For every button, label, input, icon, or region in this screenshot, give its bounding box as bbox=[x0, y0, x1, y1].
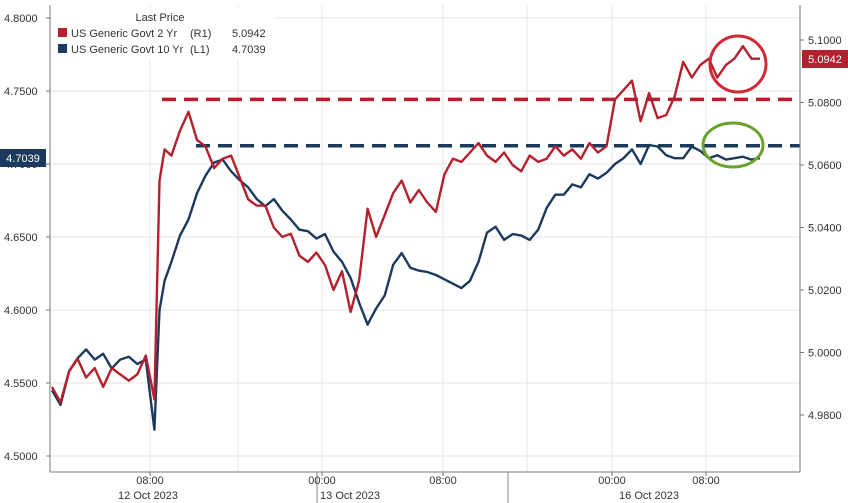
right-tick-label: 4.9800 bbox=[808, 410, 842, 422]
legend-last-value: 4.7039 bbox=[232, 44, 266, 56]
x-tick-label: 08:00 bbox=[136, 475, 164, 487]
legend-title: Last Price bbox=[136, 12, 185, 24]
highlight-circle-10yr bbox=[701, 121, 765, 169]
highlight-circle-2yr bbox=[708, 34, 768, 94]
legend: Last Price US Generic Govt 2 Yr (R1) 5.0942… bbox=[52, 7, 274, 59]
x-date-label: 16 Oct 2023 bbox=[619, 490, 679, 502]
right-tick-label: 5.1000 bbox=[808, 35, 842, 47]
right-tick-label: 5.0800 bbox=[808, 98, 842, 110]
legend-series-name: US Generic Govt 10 Yr bbox=[71, 44, 184, 56]
right-axis-ticks: 5.1000 5.0800 5.0600 5.0400 5.0200 5.0000 4.98… bbox=[800, 35, 842, 422]
x-tick-label: 00:00 bbox=[598, 475, 626, 487]
legend-box bbox=[52, 7, 274, 59]
series-lines bbox=[50, 45, 761, 431]
legend-axis-tag: (R1) bbox=[190, 28, 211, 40]
left-tick-label: 4.5500 bbox=[4, 378, 38, 390]
legend-series-name: US Generic Govt 2 Yr bbox=[71, 28, 178, 40]
legend-last-value: 5.0942 bbox=[232, 28, 266, 40]
x-tick-label: 00:00 bbox=[308, 475, 336, 487]
left-tick-label: 4.7500 bbox=[4, 86, 38, 98]
x-tick-label: 08:00 bbox=[692, 475, 720, 487]
right-tick-label: 5.0600 bbox=[808, 160, 842, 172]
right-tick-label: 5.0000 bbox=[808, 348, 842, 360]
right-last-value-text: 5.0942 bbox=[808, 54, 842, 66]
highlight-circles bbox=[701, 34, 768, 169]
x-tick-label: 08:00 bbox=[429, 475, 457, 487]
left-tick-label: 4.8000 bbox=[4, 13, 38, 25]
last-value-tags: 4.7039 5.0942 bbox=[0, 50, 848, 167]
left-tick-label: 4.6500 bbox=[4, 232, 38, 244]
legend-swatch bbox=[58, 44, 67, 53]
grid bbox=[50, 5, 800, 472]
left-last-value-text: 4.7039 bbox=[6, 153, 40, 165]
left-last-value-tag bbox=[0, 149, 46, 167]
right-last-value-tag bbox=[802, 50, 848, 68]
x-date-label: 13 Oct 2023 bbox=[320, 490, 380, 502]
right-tick-label: 5.0400 bbox=[808, 223, 842, 235]
series-line-2yr bbox=[50, 45, 760, 404]
legend-axis-tag: (L1) bbox=[190, 44, 210, 56]
series-line-10yr bbox=[50, 143, 761, 431]
legend-swatch bbox=[58, 28, 67, 37]
left-tick-label: 4.5000 bbox=[4, 451, 38, 463]
left-axis-ticks: 4.80004.75004.70004.65004.60004.55004.50… bbox=[4, 13, 50, 463]
x-axis-ticks: 08:00 00:00 08:00 00:00 08:00 12 Oct 2023 13 O… bbox=[118, 472, 720, 502]
axes bbox=[49, 5, 801, 503]
left-tick-label: 4.6000 bbox=[4, 305, 38, 317]
x-date-label: 12 Oct 2023 bbox=[118, 490, 178, 502]
right-tick-label: 5.0200 bbox=[808, 285, 842, 297]
reference-lines bbox=[162, 97, 800, 148]
